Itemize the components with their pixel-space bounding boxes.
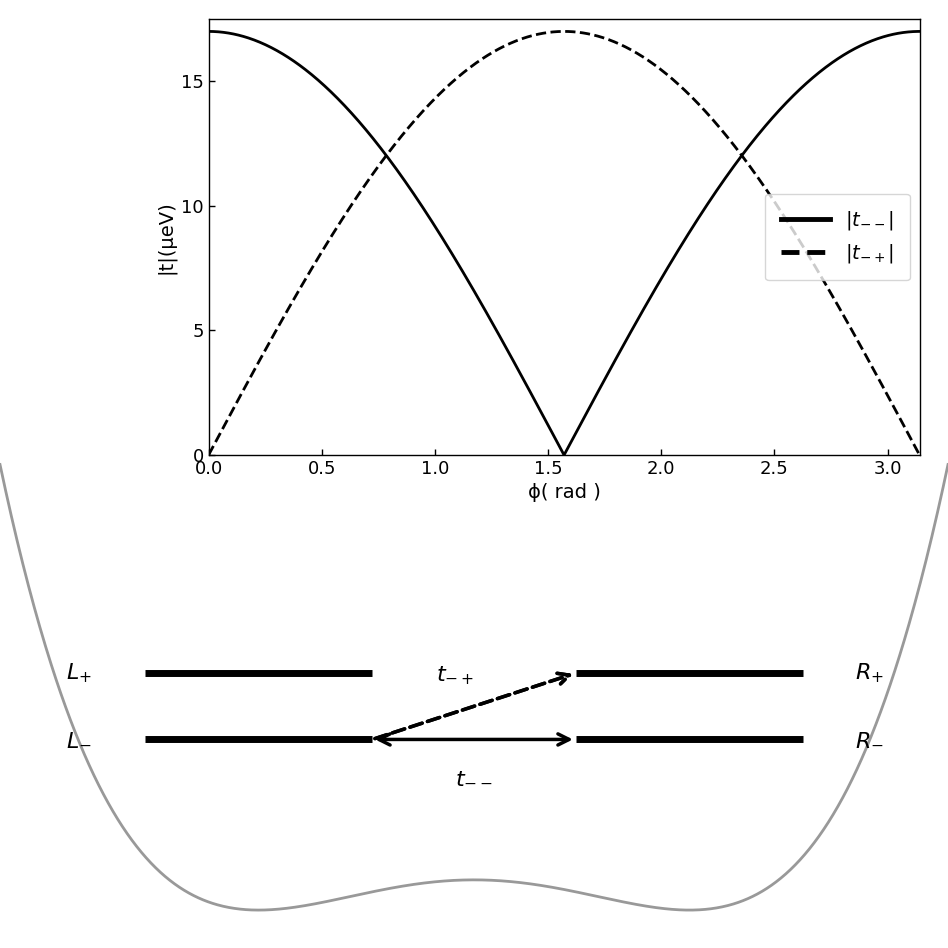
Y-axis label: |t|(μeV): |t|(μeV) <box>155 200 175 274</box>
Text: $L_{+}$: $L_{+}$ <box>65 662 91 684</box>
Text: $t_{-+}$: $t_{-+}$ <box>436 665 474 687</box>
Text: $L_{-}$: $L_{-}$ <box>65 729 91 750</box>
X-axis label: ϕ( rad ): ϕ( rad ) <box>528 483 600 502</box>
Legend: $|t_{--}|$, $|t_{-+}|$: $|t_{--}|$, $|t_{-+}|$ <box>765 193 910 281</box>
FancyArrowPatch shape <box>375 673 570 738</box>
Text: $t_{--}$: $t_{--}$ <box>455 767 493 788</box>
Text: $R_{-}$: $R_{-}$ <box>855 729 884 750</box>
Text: $R_{+}$: $R_{+}$ <box>855 662 884 684</box>
